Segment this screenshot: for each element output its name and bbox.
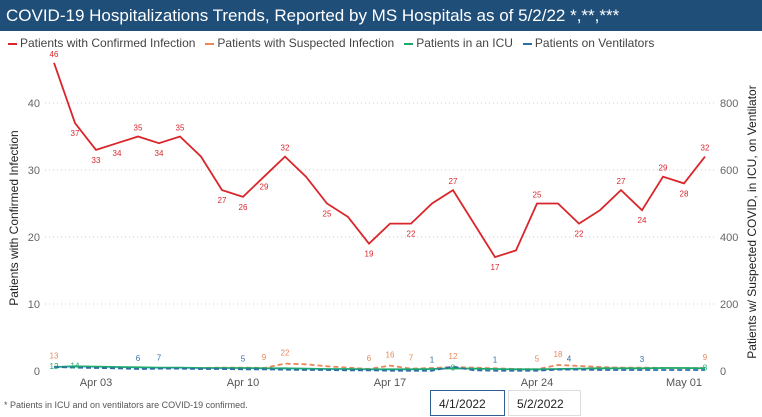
data-label: 35 xyxy=(134,124,143,133)
x-tick-label: Apr 24 xyxy=(521,377,553,389)
data-label: 26 xyxy=(239,203,248,212)
data-label: 27 xyxy=(218,196,227,205)
data-label: 3 xyxy=(640,355,645,364)
y2-tick-label: 800 xyxy=(720,98,738,110)
data-label: 27 xyxy=(449,177,458,186)
y-tick-label: 40 xyxy=(28,98,40,110)
legend-label: Patients on Ventilators xyxy=(534,36,655,50)
x-tick-label: May 01 xyxy=(666,377,702,389)
data-label: 25 xyxy=(323,210,332,219)
legend-item[interactable]: Patients on Ventilators xyxy=(522,36,655,50)
legend-swatch xyxy=(404,42,414,45)
series-line-2 xyxy=(53,365,706,371)
data-label: 34 xyxy=(113,149,122,158)
data-label: 37 xyxy=(71,129,80,138)
y2-tick-label: 200 xyxy=(720,299,738,311)
y-tick-label: 30 xyxy=(28,165,40,177)
data-label: 24 xyxy=(638,216,647,225)
data-label: 19 xyxy=(365,250,374,259)
data-label: 13 xyxy=(50,352,59,361)
legend-label: Patients in an ICU xyxy=(416,36,513,50)
data-label: 29 xyxy=(659,164,668,173)
data-label: 8 xyxy=(703,363,708,372)
data-label: 27 xyxy=(617,177,626,186)
data-label: 29 xyxy=(260,183,269,192)
data-label: 22 xyxy=(407,230,416,239)
data-label: 18 xyxy=(554,350,563,359)
data-label: 32 xyxy=(281,144,290,153)
data-label: 7 xyxy=(409,354,414,363)
data-label: 25 xyxy=(533,191,542,200)
data-label: 6 xyxy=(136,354,141,363)
legend: Patients with Confirmed Infection Patient… xyxy=(8,36,654,50)
x-tick-label: Apr 03 xyxy=(80,377,112,389)
data-label: 1 xyxy=(430,356,435,365)
data-label: 16 xyxy=(386,351,395,360)
y2-axis-title: Patients w/ Suspected COVID, in ICU, on … xyxy=(745,85,759,358)
data-label: 12 xyxy=(449,352,458,361)
data-label: 32 xyxy=(701,144,710,153)
y-tick-label: 20 xyxy=(28,232,40,244)
data-label: 14 xyxy=(71,361,80,370)
legend-item[interactable]: Patients with Suspected Infection xyxy=(205,36,394,50)
chart-title: COVID-19 Hospitalizations Trends, Report… xyxy=(0,0,762,31)
data-label: 46 xyxy=(50,50,59,59)
data-label: 22 xyxy=(575,230,584,239)
y2-tick-label: 400 xyxy=(720,232,738,244)
y2-tick-label: 0 xyxy=(720,366,726,378)
legend-item[interactable]: Patients in an ICU xyxy=(404,36,513,50)
y-tick-label: 0 xyxy=(34,366,40,378)
data-label: 22 xyxy=(281,349,290,358)
legend-swatch xyxy=(8,42,17,45)
data-label: 5 xyxy=(535,354,540,363)
data-label: 4 xyxy=(567,355,572,364)
series-line-3 xyxy=(53,365,705,372)
data-label: 1 xyxy=(493,356,498,365)
data-label: 5 xyxy=(241,354,246,363)
footnote: * Patients in ICU and on ventilators are… xyxy=(4,400,248,410)
data-label: 6 xyxy=(367,354,372,363)
data-label: 7 xyxy=(157,354,162,363)
data-label: 17 xyxy=(491,263,500,272)
start-date-input[interactable]: 4/1/2022 xyxy=(430,390,505,416)
data-label: 28 xyxy=(680,189,689,198)
y-tick-label: 10 xyxy=(28,299,40,311)
data-label: 12 xyxy=(50,362,59,371)
data-label: 8 xyxy=(451,363,456,372)
data-label: 9 xyxy=(703,353,708,362)
data-label: 9 xyxy=(262,353,267,362)
legend-label: Patients with Confirmed Infection xyxy=(20,36,196,50)
end-date-input[interactable]: 5/2/2022 xyxy=(508,390,581,416)
data-label: 33 xyxy=(92,156,101,165)
x-tick-label: Apr 17 xyxy=(374,377,406,389)
legend-item[interactable]: Patients with Confirmed Infection xyxy=(8,36,195,50)
y2-tick-label: 600 xyxy=(720,165,738,177)
legend-swatch xyxy=(522,42,532,45)
data-label: 34 xyxy=(155,149,164,158)
legend-label: Patients with Suspected Infection xyxy=(217,36,395,50)
data-label: 35 xyxy=(176,124,185,133)
series-line-0 xyxy=(53,62,706,259)
legend-swatch xyxy=(205,42,215,45)
y-axis-title: Patients with Confirmed Infection xyxy=(7,130,21,305)
x-tick-label: Apr 10 xyxy=(227,377,259,389)
